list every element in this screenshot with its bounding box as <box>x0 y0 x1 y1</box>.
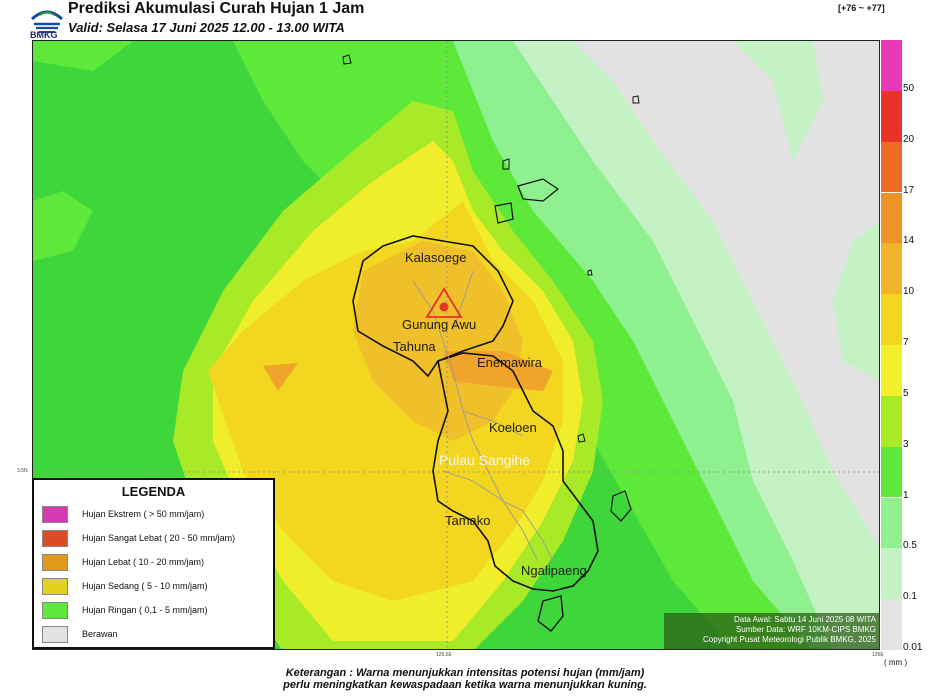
color-scale-segment <box>881 446 902 498</box>
color-scale-label: 20 <box>903 133 915 145</box>
legend-swatch <box>42 553 68 571</box>
color-scale-label: 3 <box>903 438 909 450</box>
color-scale-segment <box>881 345 902 396</box>
color-scale-segment <box>881 192 902 244</box>
legend-label: Hujan Lebat ( 10 - 20 mm/jam) <box>82 557 205 567</box>
color-scale-segment <box>881 294 902 345</box>
place-label: Tamako <box>445 513 491 528</box>
footer-note: perlu meningkatkan kewaspadaan ketika wa… <box>283 679 647 691</box>
color-scale-bar <box>881 40 902 650</box>
data-info-box: Data Awal: Sabtu 14 Juni 2025 08 WITA Su… <box>664 613 880 649</box>
legend-swatch <box>42 505 68 523</box>
color-scale-label: 14 <box>903 235 915 247</box>
color-scale-segment <box>881 548 902 600</box>
color-scale-label: 5 <box>903 387 909 399</box>
color-scale-label: 10 <box>903 286 915 298</box>
color-scale-label: 0.5 <box>903 540 917 552</box>
legend-item: Hujan Lebat ( 10 - 20 mm/jam) <box>42 553 204 571</box>
color-scale-segment <box>881 395 902 447</box>
legend-label: Hujan Sedang ( 5 - 10 mm/jam) <box>82 581 208 591</box>
page-title: Prediksi Akumulasi Curah Hujan 1 Jam <box>68 0 365 17</box>
legend: LEGENDA Hujan Ekstrem ( > 50 mm/jam) Huj… <box>32 478 275 649</box>
color-scale-label: 50 <box>903 82 915 94</box>
color-scale-label: 17 <box>903 184 915 196</box>
longitude-label: 126E <box>872 652 884 658</box>
place-label: Koeloen <box>489 420 537 435</box>
island-label: Pulau Sangihe <box>439 452 531 468</box>
place-label: Ngalipaeng <box>521 563 587 578</box>
longitude-label: 125.5E <box>436 652 452 658</box>
data-source: Sumber Data: WRF 10KM-CIPS BMKG <box>735 625 876 634</box>
unit-label: ( mm ) <box>884 658 908 667</box>
legend-item: Hujan Sangat Lebat ( 20 - 50 mm/jam) <box>42 529 235 547</box>
ensemble-range: [+76 ~ +77] <box>838 3 885 13</box>
footer-note: Keterangan : Warna menunjukkan intensita… <box>285 667 645 679</box>
legend-item: Berawan <box>42 625 118 643</box>
color-scale-segment <box>881 599 902 650</box>
color-scale-label: 0.01 <box>903 642 923 653</box>
data-init-time: Data Awal: Sabtu 14 Juni 2025 08 WITA <box>733 615 876 624</box>
valid-time: Valid: Selasa 17 Juni 2025 12.00 - 13.00… <box>68 20 345 35</box>
legend-item: Hujan Ekstrem ( > 50 mm/jam) <box>42 505 204 523</box>
color-scale-segment <box>881 497 902 549</box>
color-scale-segment <box>881 90 902 142</box>
legend-swatch <box>42 601 68 619</box>
color-scale-label: 0.1 <box>903 591 917 603</box>
legend-label: Hujan Ekstrem ( > 50 mm/jam) <box>82 509 205 519</box>
place-label: Tahuna <box>393 339 436 354</box>
legend-swatch <box>42 577 68 595</box>
legend-item: Hujan Ringan ( 0,1 - 5 mm/jam) <box>42 601 208 619</box>
color-scale-segment <box>881 141 902 193</box>
rainfall-map[interactable]: Kalasoege Gunung Awu Tahuna Enemawira Ko… <box>32 40 880 650</box>
copyright: Copyright Pusat Meteorologi Publik BMKG,… <box>703 635 876 644</box>
place-label: Kalasoege <box>405 250 467 265</box>
legend-label: Hujan Sangat Lebat ( 20 - 50 mm/jam) <box>82 533 236 543</box>
color-scale-segment <box>881 40 902 91</box>
legend-item: Hujan Sedang ( 5 - 10 mm/jam) <box>42 577 208 595</box>
legend-swatch <box>42 529 68 547</box>
latitude-label: 3.5N <box>17 468 28 474</box>
color-scale-segment <box>881 243 902 295</box>
legend-label: Berawan <box>82 629 118 639</box>
color-scale-label: 1 <box>903 489 909 501</box>
bmkg-logo-icon <box>30 10 64 33</box>
logo-text: BMKG <box>30 30 58 40</box>
legend-title: LEGENDA <box>121 484 186 499</box>
volcano-triangle-icon <box>425 287 463 318</box>
legend-label: Hujan Ringan ( 0,1 - 5 mm/jam) <box>82 605 208 615</box>
place-label: Enemawira <box>477 355 543 370</box>
legend-swatch <box>42 625 68 643</box>
color-scale-label: 7 <box>903 337 909 348</box>
place-label: Gunung Awu <box>402 317 477 332</box>
rainfall-contours <box>33 41 879 649</box>
